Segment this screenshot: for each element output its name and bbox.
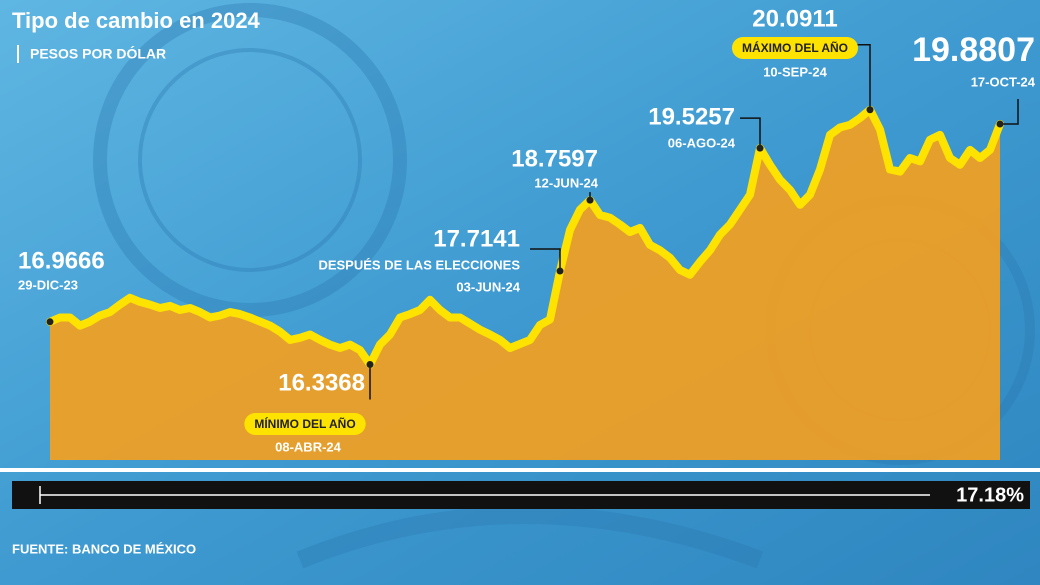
source: FUENTE: BANCO DE MÉXICO — [12, 541, 196, 556]
annotation-point — [997, 121, 1004, 128]
annotation-value: 18.7597 — [511, 145, 598, 172]
chart-subtitle: PESOS POR DÓLAR — [30, 45, 166, 62]
annotation-value: 19.5257 — [648, 103, 735, 130]
annotation-point — [367, 361, 374, 368]
annotation-date: 03-JUN-24 — [456, 279, 520, 294]
annotation-value: 16.9666 — [18, 247, 105, 274]
annotation-date: 17-OCT-24 — [971, 74, 1036, 89]
subtitle-bar — [17, 45, 19, 63]
annotation-tag: MÍNIMO DEL AÑO — [254, 416, 355, 431]
change-label: 17.18% — [956, 484, 1024, 506]
annotation-value: 20.0911 — [752, 5, 837, 32]
annotation-date: 10-SEP-24 — [763, 64, 827, 79]
annotation-point — [867, 106, 874, 113]
page: {"chart_data": { "type": "area", "title"… — [0, 0, 1040, 585]
separator — [0, 468, 1040, 472]
annotation-value: 17.7141 — [433, 225, 520, 252]
annotation-date: 06-AGO-24 — [668, 135, 736, 150]
annotation-value: 16.3368 — [278, 369, 365, 396]
chart: Tipo de cambio en 2024 PESOS POR DÓLAR 1… — [0, 0, 1040, 585]
annotation-date: 29-DIC-23 — [18, 277, 78, 292]
annotation-date: 12-JUN-24 — [534, 175, 598, 190]
annotation-point — [587, 197, 594, 204]
annotation-value: 19.8807 — [912, 31, 1035, 69]
annotation-point — [557, 268, 564, 275]
annotation-point — [757, 145, 764, 152]
annotation-note: DESPUÉS DE LAS ELECCIONES — [318, 257, 520, 272]
chart-title: Tipo de cambio en 2024 — [12, 8, 261, 33]
annotation-point — [47, 318, 54, 325]
annotation-tag: MÁXIMO DEL AÑO — [742, 40, 848, 55]
annotation-date: 08-ABR-24 — [275, 439, 342, 454]
